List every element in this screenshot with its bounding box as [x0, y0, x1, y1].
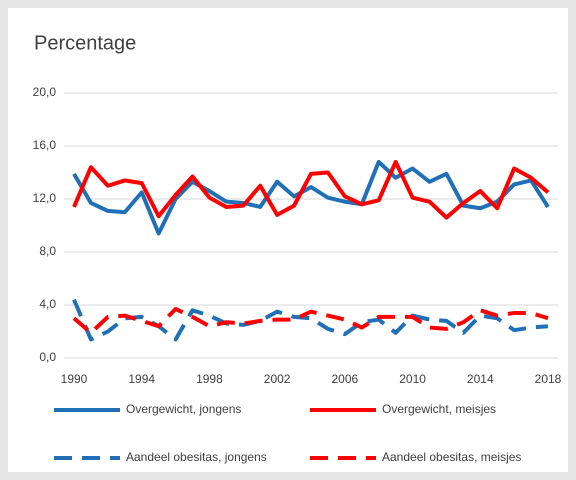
y-tick-label: 16,0	[33, 138, 57, 152]
series-line	[72, 306, 549, 335]
legend-label: Overgewicht, jongens	[126, 402, 241, 416]
series-line	[72, 159, 550, 220]
legend-label: Overgewicht, meisjes	[382, 402, 496, 416]
legend-label: Aandeel obesitas, jongens	[126, 450, 267, 464]
legend-label: Aandeel obesitas, meisjes	[382, 450, 521, 464]
x-tick-label: 1990	[61, 372, 88, 386]
x-tick-label: 2018	[535, 372, 562, 386]
chart-panel	[8, 8, 568, 472]
y-tick-label: 8,0	[39, 244, 56, 258]
y-tick-label: 12,0	[33, 191, 57, 205]
y-tick-label: 0,0	[39, 350, 56, 364]
chart-title: Percentage	[34, 32, 136, 54]
x-tick-label: 2002	[264, 372, 291, 386]
y-tick-label: 20,0	[33, 85, 57, 99]
x-tick-label: 1994	[128, 372, 155, 386]
x-tick-label: 1998	[196, 372, 223, 386]
x-tick-label: 2010	[399, 372, 426, 386]
y-tick-label: 4,0	[39, 297, 56, 311]
x-tick-label: 2006	[332, 372, 359, 386]
series-line	[72, 159, 550, 236]
x-tick-label: 2014	[467, 372, 494, 386]
